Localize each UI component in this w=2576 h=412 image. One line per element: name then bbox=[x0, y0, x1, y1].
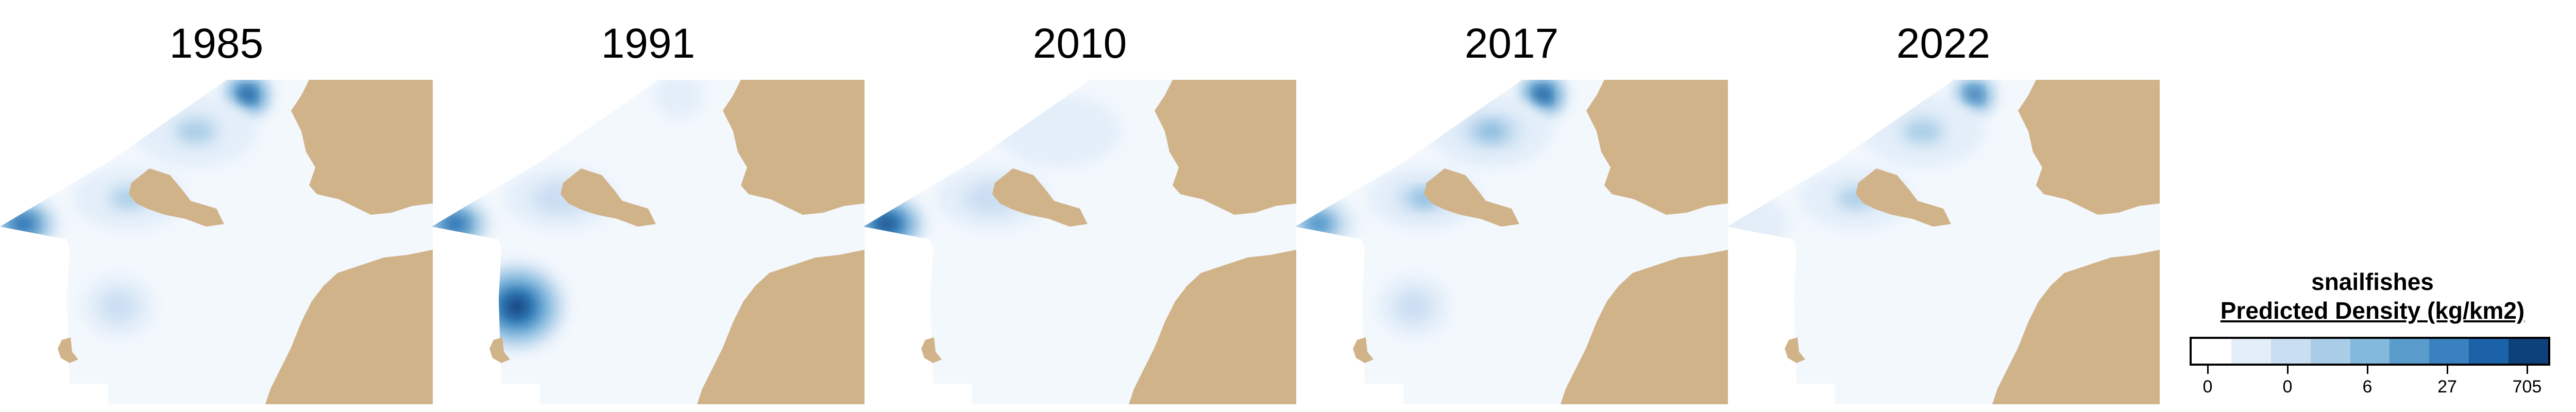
density-hotspot bbox=[504, 295, 529, 318]
density-hotspot bbox=[100, 291, 137, 322]
density-map bbox=[1727, 80, 2160, 404]
density-hotspot bbox=[877, 217, 896, 231]
density-hotspot bbox=[1536, 89, 1549, 101]
panel-year-label: 2010 bbox=[1032, 20, 1127, 67]
legend-tick bbox=[2207, 366, 2209, 374]
map-panel-1991: 1991 bbox=[432, 0, 865, 412]
legend-swatch bbox=[2350, 339, 2390, 364]
land-island bbox=[129, 168, 224, 227]
land-north bbox=[291, 80, 433, 215]
land-southeast bbox=[1992, 250, 2160, 404]
panel-year-label: 2022 bbox=[1896, 20, 1991, 67]
map-panel-1985: 1985 bbox=[0, 0, 433, 412]
legend-swatch bbox=[2389, 339, 2430, 364]
density-hotspot bbox=[13, 217, 33, 231]
density-hotspot bbox=[445, 217, 465, 231]
legend-label: 27 bbox=[2437, 377, 2457, 397]
legend-swatch bbox=[2429, 339, 2469, 364]
panel-year-label: 1991 bbox=[601, 20, 696, 67]
legend-taxon-label: snailfishes bbox=[2311, 268, 2434, 295]
legend-tick bbox=[2447, 366, 2448, 374]
land-north bbox=[2018, 80, 2160, 215]
legend-title: Predicted Density (kg/km2) bbox=[2220, 297, 2525, 324]
land-islet bbox=[489, 337, 510, 363]
density-hotspot bbox=[175, 119, 216, 144]
legend-swatch bbox=[2509, 339, 2549, 364]
legend-swatch bbox=[2310, 339, 2350, 364]
land-southeast bbox=[697, 250, 865, 404]
land-north bbox=[1155, 80, 1296, 215]
legend-tick bbox=[2287, 366, 2289, 374]
density-hotspot bbox=[1968, 89, 1980, 101]
density-map bbox=[432, 80, 865, 404]
legend-swatch bbox=[2270, 339, 2311, 364]
legend-label: 0 bbox=[2202, 377, 2213, 397]
density-map bbox=[1295, 80, 1728, 404]
density-map bbox=[863, 80, 1296, 404]
land-island bbox=[1856, 168, 1951, 227]
land-island bbox=[561, 168, 656, 227]
legend-ticks bbox=[2190, 366, 2550, 376]
legend-label: 6 bbox=[2362, 377, 2372, 397]
land-north bbox=[723, 80, 865, 215]
legend-tick bbox=[2367, 366, 2368, 374]
legend-labels: 0 0 6 27 705 bbox=[2190, 377, 2550, 403]
legend-label: 0 bbox=[2282, 377, 2293, 397]
land-island bbox=[1424, 168, 1519, 227]
density-hotspot bbox=[241, 89, 253, 101]
land-islet bbox=[921, 337, 942, 363]
land-southeast bbox=[1129, 250, 1296, 404]
legend-label: 705 bbox=[2512, 377, 2542, 397]
legend-swatch bbox=[2231, 339, 2271, 364]
land-islet bbox=[1353, 337, 1374, 363]
legend-color-bar bbox=[2190, 337, 2550, 366]
legend-swatch bbox=[2469, 339, 2509, 364]
legend-swatch bbox=[2192, 339, 2231, 364]
land-southeast bbox=[265, 250, 433, 404]
density-hotspot bbox=[1902, 119, 1943, 144]
map-panel-2017: 2017 bbox=[1295, 0, 1728, 412]
land-islet bbox=[58, 337, 78, 363]
legend-tick bbox=[2527, 366, 2528, 374]
land-southeast bbox=[1561, 250, 1728, 404]
land-island bbox=[992, 168, 1088, 227]
land-islet bbox=[1785, 337, 1805, 363]
map-panel-2010: 2010 bbox=[863, 0, 1296, 412]
density-hotspot bbox=[1309, 217, 1328, 231]
panel-year-label: 2017 bbox=[1464, 20, 1559, 67]
density-hotspot bbox=[1476, 122, 1506, 141]
panel-year-label: 1985 bbox=[169, 20, 264, 67]
density-hotspot bbox=[997, 95, 1121, 167]
map-panel-2022: 2022 bbox=[1727, 0, 2160, 412]
density-map bbox=[0, 80, 433, 404]
density-hotspot bbox=[654, 80, 704, 118]
land-north bbox=[1586, 80, 1728, 215]
density-legend: snailfishes Predicted Density (kg/km2) 0… bbox=[2184, 268, 2561, 407]
density-hotspot bbox=[1396, 291, 1432, 322]
